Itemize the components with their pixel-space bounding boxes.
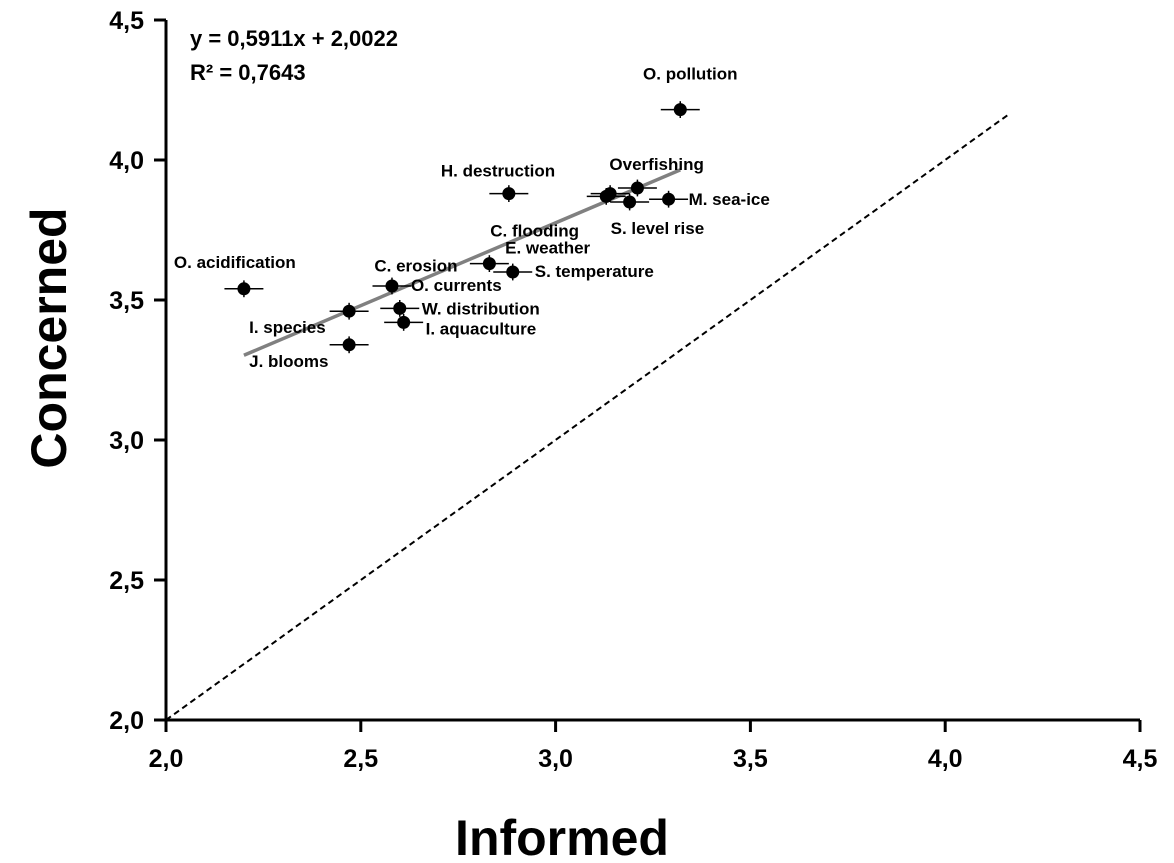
- points-layer: [224, 101, 700, 354]
- reference-line: [165, 114, 1009, 721]
- y-tick-label: 3,0: [109, 427, 144, 455]
- labels-layer: O. pollution Overfishing M. sea-ice S. leve…: [174, 65, 770, 371]
- point-label: C. erosion: [374, 257, 457, 276]
- x-tick-label: 4,0: [928, 745, 963, 773]
- data-point: [237, 282, 251, 296]
- data-point: [397, 315, 411, 329]
- point-label: W. distribution: [422, 299, 540, 318]
- point-label: J. blooms: [249, 352, 328, 371]
- point-label: S. level rise: [611, 219, 705, 238]
- point-label: O. currents: [411, 276, 502, 295]
- data-point: [506, 265, 520, 279]
- y-tick-label: 2,0: [109, 707, 144, 735]
- data-point: [342, 338, 356, 352]
- data-point: [342, 304, 356, 318]
- data-point: [662, 192, 676, 206]
- point-label: C. flooding: [490, 221, 579, 240]
- point-label: E. weather: [505, 239, 590, 258]
- axes-layer: 2,0 2,5 3,0 3,5 4,0 4,5 2,0 2,5 3,0 3,5 4,0 4,5: [109, 7, 1157, 773]
- x-tick-label: 2,0: [149, 745, 184, 773]
- point-label: Overfishing: [609, 155, 703, 174]
- point-label: O. pollution: [643, 65, 737, 84]
- x-tick-label: 3,5: [733, 745, 768, 773]
- y-tick-label: 4,0: [109, 147, 144, 175]
- x-tick-label: 4,5: [1123, 745, 1158, 773]
- x-axis-title: Informed: [455, 810, 669, 863]
- data-point: [482, 257, 496, 271]
- data-point: [630, 181, 644, 195]
- point-label: M. sea-ice: [689, 190, 770, 209]
- data-point: [385, 279, 399, 293]
- lines-layer: [165, 114, 1009, 721]
- x-tick-label: 2,5: [343, 745, 378, 773]
- x-tick-label: 3,0: [538, 745, 573, 773]
- data-point: [502, 187, 516, 201]
- y-tick-label: 3,5: [109, 287, 144, 315]
- data-point: [393, 301, 407, 315]
- trendline-equation: y = 0,5911x + 2,0022: [190, 26, 398, 51]
- y-tick-label: 4,5: [109, 7, 144, 35]
- point-label: S. temperature: [535, 262, 654, 281]
- point-label: I. species: [249, 318, 326, 337]
- point-label: I. aquaculture: [426, 319, 537, 338]
- data-point: [673, 103, 687, 117]
- data-point: [623, 195, 637, 209]
- point-label: O. acidification: [174, 253, 296, 272]
- data-point: [603, 187, 617, 201]
- trendline-r-squared: R² = 0,7643: [190, 60, 306, 85]
- point-label: H. destruction: [441, 162, 555, 181]
- y-tick-label: 2,5: [109, 567, 144, 595]
- y-axis-title: Concerned: [21, 207, 77, 468]
